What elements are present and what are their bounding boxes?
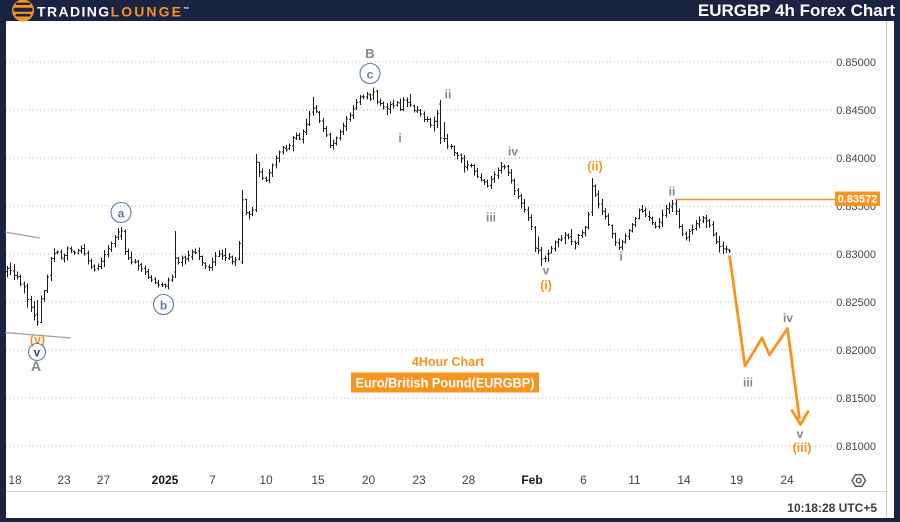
svg-text:Euro/British Pound(EURGBP): Euro/British Pound(EURGBP): [356, 375, 535, 391]
svg-text:(iii): (iii): [793, 441, 812, 455]
svg-text:23: 23: [57, 473, 71, 487]
svg-text:20: 20: [362, 473, 376, 487]
svg-text:4Hour Chart: 4Hour Chart: [412, 355, 485, 369]
svg-text:19: 19: [730, 473, 744, 487]
svg-text:0.81000: 0.81000: [836, 441, 876, 453]
svg-text:(v): (v): [30, 333, 45, 347]
svg-text:28: 28: [462, 473, 476, 487]
svg-text:23: 23: [412, 473, 426, 487]
svg-text:(i): (i): [540, 279, 552, 293]
svg-text:0.85000: 0.85000: [836, 57, 876, 69]
svg-text:0.84500: 0.84500: [836, 105, 876, 117]
svg-text:v: v: [543, 264, 550, 278]
svg-text:18: 18: [8, 473, 22, 487]
svg-text:A: A: [31, 358, 41, 374]
svg-text:(ii): (ii): [587, 160, 602, 174]
svg-text:15: 15: [311, 473, 325, 487]
svg-text:11: 11: [628, 473, 641, 487]
svg-text:10: 10: [259, 473, 273, 487]
svg-text:B: B: [365, 46, 374, 61]
svg-text:0.82000: 0.82000: [836, 345, 876, 357]
svg-text:6: 6: [580, 473, 587, 487]
svg-text:27: 27: [97, 473, 111, 487]
svg-text:7: 7: [209, 473, 216, 487]
svg-text:0.83572: 0.83572: [838, 194, 878, 206]
svg-text:iii: iii: [486, 211, 496, 225]
svg-text:ii: ii: [445, 88, 452, 102]
svg-text:Feb: Feb: [521, 473, 542, 487]
svg-text:b: b: [160, 299, 167, 313]
svg-text:v: v: [34, 348, 41, 360]
svg-text:c: c: [367, 68, 374, 82]
svg-text:14: 14: [677, 473, 691, 487]
svg-text:0.83000: 0.83000: [836, 249, 876, 261]
svg-text:iii: iii: [743, 376, 753, 390]
svg-text:a: a: [118, 207, 125, 221]
svg-text:i: i: [619, 250, 622, 264]
svg-text:ii: ii: [669, 185, 676, 199]
svg-text:0.82500: 0.82500: [836, 297, 876, 309]
svg-text:0.84000: 0.84000: [836, 153, 876, 165]
svg-text:0.81500: 0.81500: [836, 393, 876, 405]
svg-text:24: 24: [780, 473, 794, 487]
svg-text:2025: 2025: [152, 473, 179, 487]
svg-text:v: v: [797, 427, 804, 441]
svg-text:i: i: [398, 131, 401, 145]
svg-text:iv: iv: [508, 145, 518, 159]
svg-text:iv: iv: [783, 311, 793, 325]
